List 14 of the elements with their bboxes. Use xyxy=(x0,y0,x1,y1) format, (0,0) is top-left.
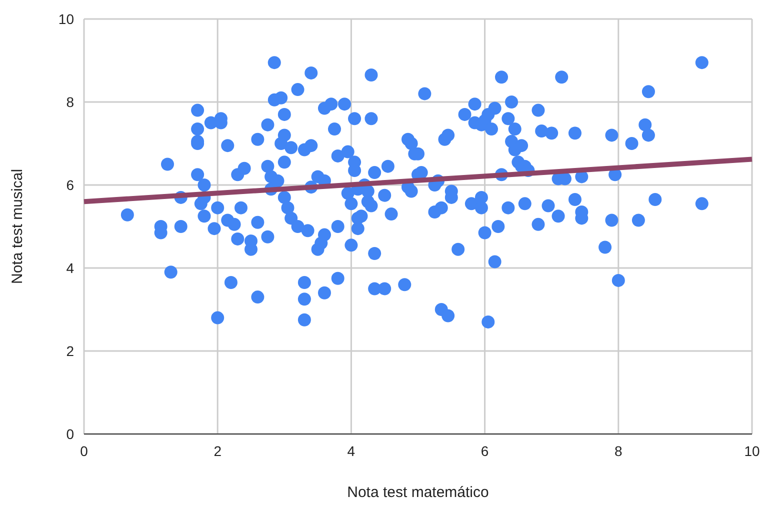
x-tick-label: 4 xyxy=(347,443,356,459)
y-axis-title: Nota test musical xyxy=(9,168,26,284)
y-tick-label: 2 xyxy=(66,343,74,359)
y-tick-label: 0 xyxy=(66,426,74,442)
x-tick-label: 0 xyxy=(80,443,88,459)
y-tick-label: 10 xyxy=(58,11,74,27)
x-tick-label: 6 xyxy=(480,443,489,459)
x-tick-label: 8 xyxy=(614,443,622,459)
y-tick-label: 6 xyxy=(66,177,74,193)
y-tick-label: 8 xyxy=(66,94,74,110)
x-tick-label: 10 xyxy=(744,443,760,459)
x-tick-label: 2 xyxy=(214,443,222,459)
y-tick-label: 4 xyxy=(66,260,74,276)
x-axis-title: Nota test matemático xyxy=(347,484,489,501)
